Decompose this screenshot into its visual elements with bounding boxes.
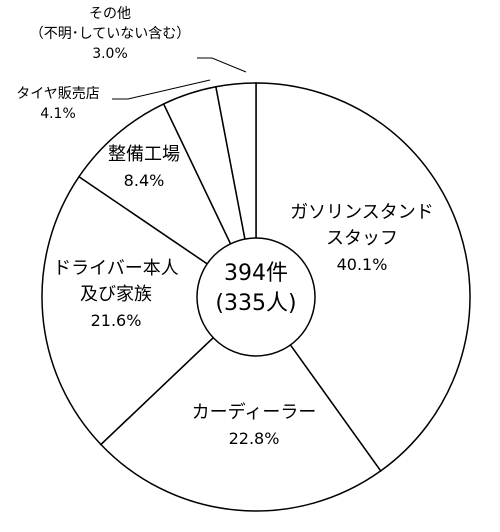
leader-lines	[112, 57, 247, 100]
slice-driver-family	[41, 175, 258, 446]
slice-label-repair-shop: 整備工場	[108, 144, 180, 165]
slice-label-driver-family: 及び家族	[80, 284, 152, 305]
value-label-driver-family: 21.6%	[91, 311, 142, 330]
slice-label-driver-family: ドライバー本人	[53, 258, 179, 279]
center-people-label: (335人)	[215, 291, 296, 316]
slice-label-gas-station-staff: ガソリンスタンド	[290, 202, 434, 223]
pie-slices	[41, 82, 471, 512]
center-count-label: 394件	[224, 261, 288, 286]
slice-car-dealer	[99, 295, 382, 512]
slice-label-tire-shop: タイヤ販売店	[16, 86, 100, 102]
slice-label-other: （不明･していない含む）	[30, 26, 191, 42]
slice-repair-shop	[77, 102, 258, 300]
donut-hole	[196, 237, 316, 357]
value-label-repair-shop: 8.4%	[124, 171, 165, 190]
leader-line-tire-shop	[112, 79, 211, 100]
value-label-car-dealer: 22.8%	[229, 429, 280, 448]
slice-label-other: その他	[89, 6, 131, 22]
leader-line-other	[197, 57, 247, 73]
value-label-gas-station-staff: 40.1%	[337, 255, 388, 274]
value-label-tire-shop: 4.1%	[40, 106, 76, 122]
slice-label-car-dealer: カーディーラー	[192, 402, 317, 423]
slice-label-gas-station-staff: スタッフ	[326, 228, 398, 249]
value-label-other: 3.0%	[92, 46, 128, 62]
slice-gas-station-staff	[255, 82, 471, 472]
